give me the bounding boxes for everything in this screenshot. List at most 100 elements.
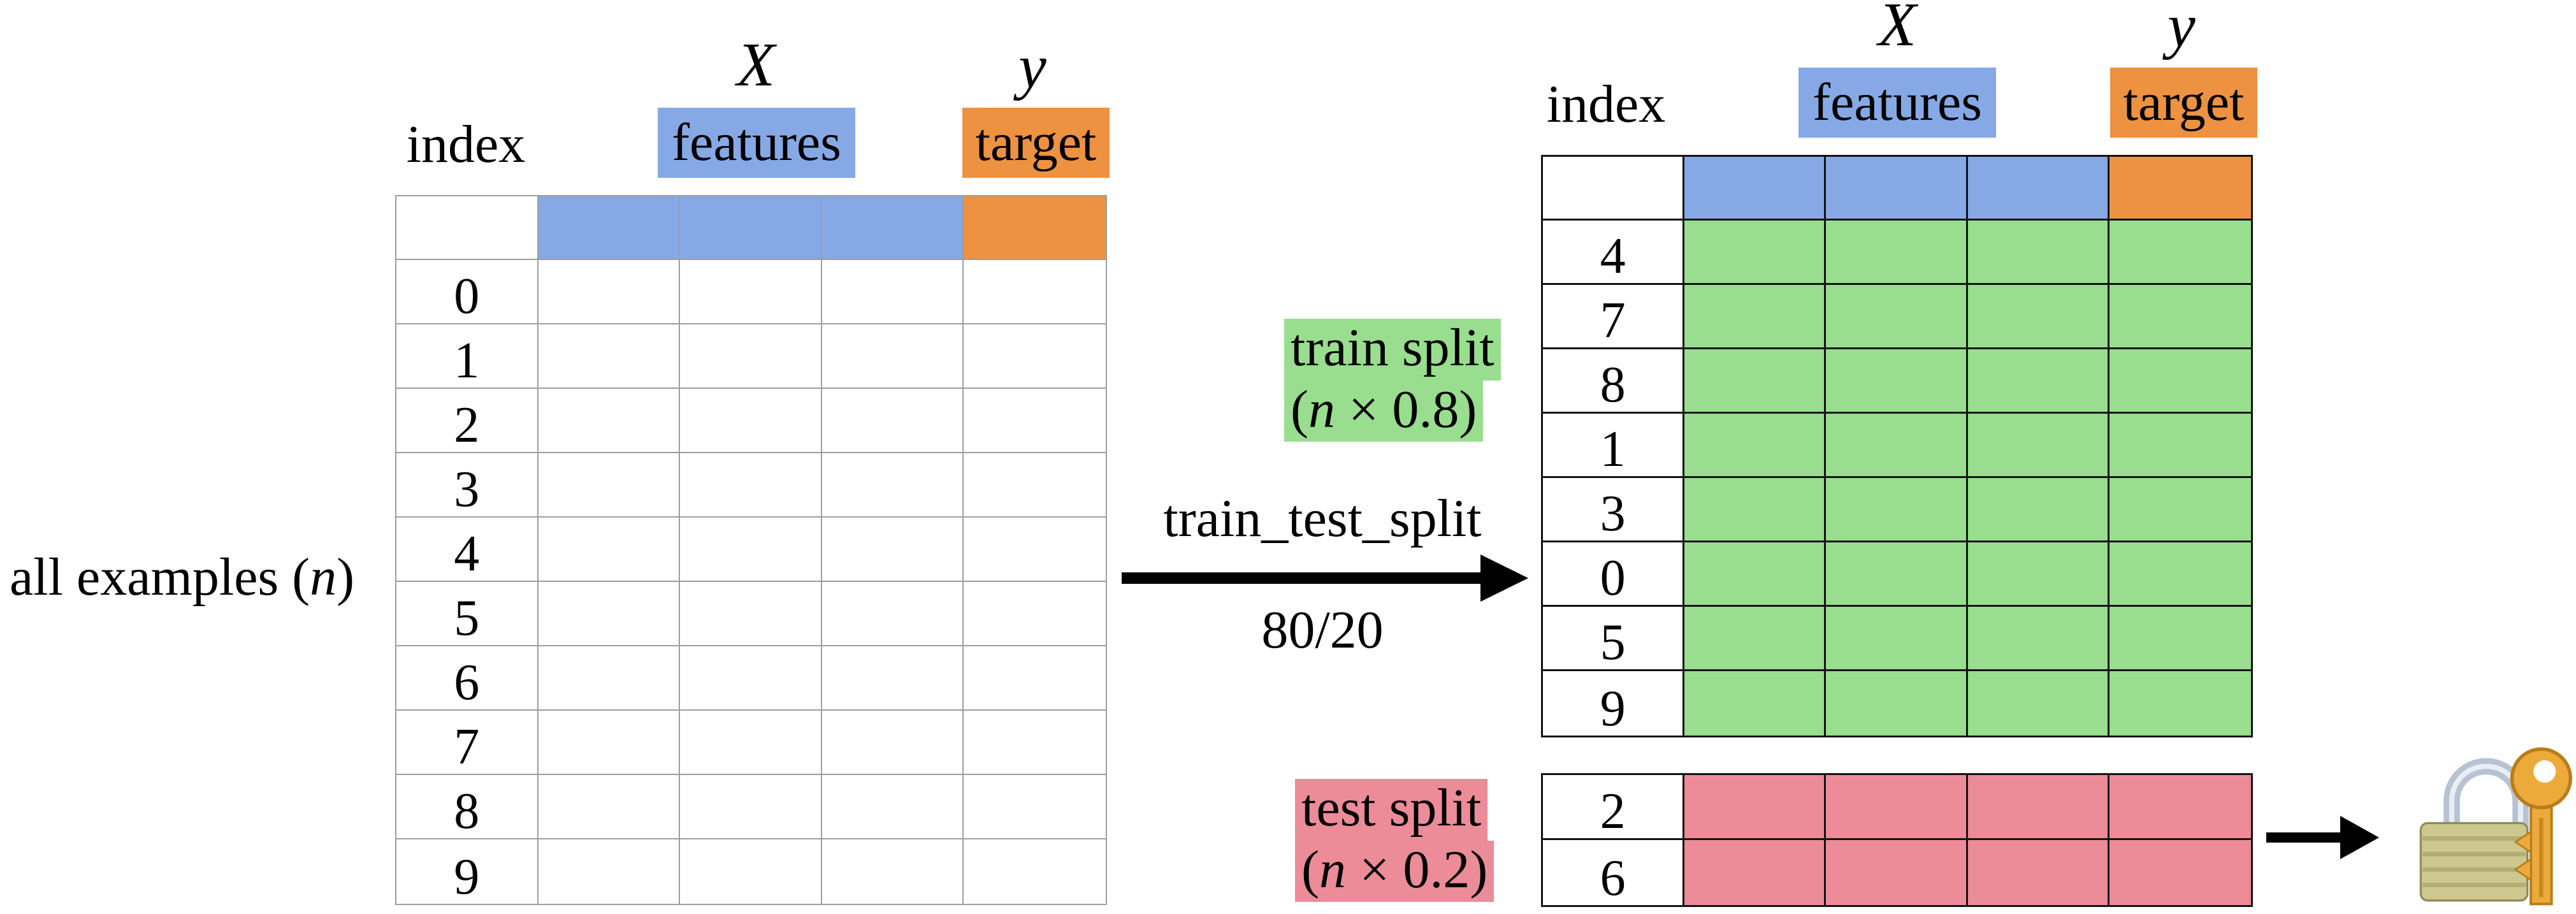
target-cell (964, 582, 1106, 646)
target-cell (964, 518, 1106, 582)
index-cell: 5 (396, 582, 539, 646)
formula-rest: × 0.8) (1335, 379, 1477, 439)
index-cell: 2 (396, 389, 539, 453)
feature-cell (821, 453, 964, 518)
feature-cell (1684, 607, 1827, 671)
feature-cell (1684, 478, 1827, 542)
feature-cell (821, 775, 964, 839)
feature-cell (1967, 840, 2109, 905)
target-cell (2109, 414, 2251, 478)
train-split-table: 4 7 8 1 3 0 5 9 (1541, 155, 2253, 737)
feature-cell (1684, 349, 1827, 414)
formula-n-variable: n (1319, 839, 1346, 899)
feature-cell (822, 839, 964, 904)
feature-cell (680, 582, 822, 646)
left-index-header: index (406, 115, 526, 174)
index-cell: 5 (1543, 607, 1685, 671)
feature-cell (538, 646, 681, 711)
feature-cell (680, 839, 822, 904)
feature-cell (821, 260, 964, 324)
target-cell (964, 260, 1106, 324)
right-target-label: target (2110, 68, 2257, 138)
target-cell (2109, 607, 2251, 671)
target-cell (2109, 840, 2251, 905)
feature-cell (1684, 285, 1827, 349)
feature-cell (1967, 414, 2109, 478)
feature-cell (680, 775, 822, 839)
index-cell: 2 (1543, 775, 1685, 840)
feature-cell (680, 646, 822, 711)
feature-header-cell (538, 196, 681, 260)
target-cell (964, 453, 1106, 518)
feature-cell (680, 453, 822, 518)
feature-cell (1684, 221, 1827, 285)
index-cell: 1 (396, 324, 539, 389)
feature-cell (1826, 285, 1968, 349)
all-examples-table: 0 1 2 3 4 5 6 7 8 9 (395, 195, 1107, 905)
feature-cell (821, 518, 964, 582)
feature-cell (680, 260, 822, 324)
index-cell: 0 (1543, 542, 1685, 607)
target-cell (2109, 285, 2251, 349)
feature-cell (821, 324, 964, 389)
target-cell (2109, 221, 2251, 285)
caption-close: ) (336, 548, 355, 607)
feature-cell (680, 518, 822, 582)
index-cell: 3 (396, 453, 539, 518)
index-cell: 4 (396, 518, 539, 582)
feature-header-cell (1826, 157, 1968, 221)
target-cell (2109, 478, 2251, 542)
formula-open: ( (1291, 379, 1308, 439)
feature-cell (1967, 542, 2109, 607)
right-features-label: features (1798, 68, 1996, 138)
feature-cell (538, 324, 681, 389)
target-cell (964, 839, 1106, 904)
feature-cell (1826, 607, 1968, 671)
split-function-label: train_test_split (1163, 489, 1482, 548)
target-header-cell (2109, 157, 2251, 221)
feature-cell (1826, 840, 1968, 905)
feature-cell (1684, 775, 1827, 840)
feature-cell (821, 389, 964, 453)
target-cell (964, 711, 1106, 775)
table-corner-cell (396, 196, 539, 260)
feature-cell (1967, 607, 2109, 671)
index-cell: 9 (396, 839, 539, 904)
train-split-label-line1: train split (1284, 319, 1501, 381)
test-split-label-line1: test split (1295, 779, 1488, 841)
target-cell (2109, 671, 2251, 736)
index-cell: 0 (396, 260, 539, 324)
feature-cell (1826, 542, 1968, 607)
test-split-label-line2: (n × 0.2) (1295, 839, 1494, 903)
target-header-cell (964, 196, 1106, 260)
feature-cell (680, 389, 822, 453)
left-features-label: features (658, 108, 855, 178)
train-split-label-line2: (n × 0.8) (1284, 379, 1484, 442)
feature-cell (538, 518, 681, 582)
holdout-arrow (2266, 816, 2379, 859)
feature-cell (1684, 414, 1827, 478)
target-cell (2109, 349, 2251, 414)
feature-cell (821, 646, 964, 711)
feature-cell (1826, 478, 1968, 542)
feature-cell (1684, 840, 1827, 905)
index-cell: 6 (1543, 840, 1685, 905)
feature-cell (680, 711, 822, 775)
target-cell (2109, 542, 2251, 607)
feature-header-cell (821, 196, 964, 260)
feature-cell (1967, 671, 2109, 736)
left-x-symbol: X (737, 31, 775, 99)
target-cell (964, 389, 1106, 453)
feature-cell (1684, 542, 1827, 607)
feature-cell (1826, 221, 1968, 285)
feature-cell (1967, 775, 2109, 840)
index-cell: 3 (1543, 478, 1685, 542)
feature-cell (538, 582, 681, 646)
feature-cell (538, 711, 681, 775)
index-cell: 4 (1543, 221, 1685, 285)
feature-cell (538, 453, 681, 518)
feature-cell (680, 324, 822, 389)
feature-cell (1967, 285, 2109, 349)
index-cell: 7 (1543, 285, 1685, 349)
lock-with-key-icon (2419, 747, 2572, 906)
